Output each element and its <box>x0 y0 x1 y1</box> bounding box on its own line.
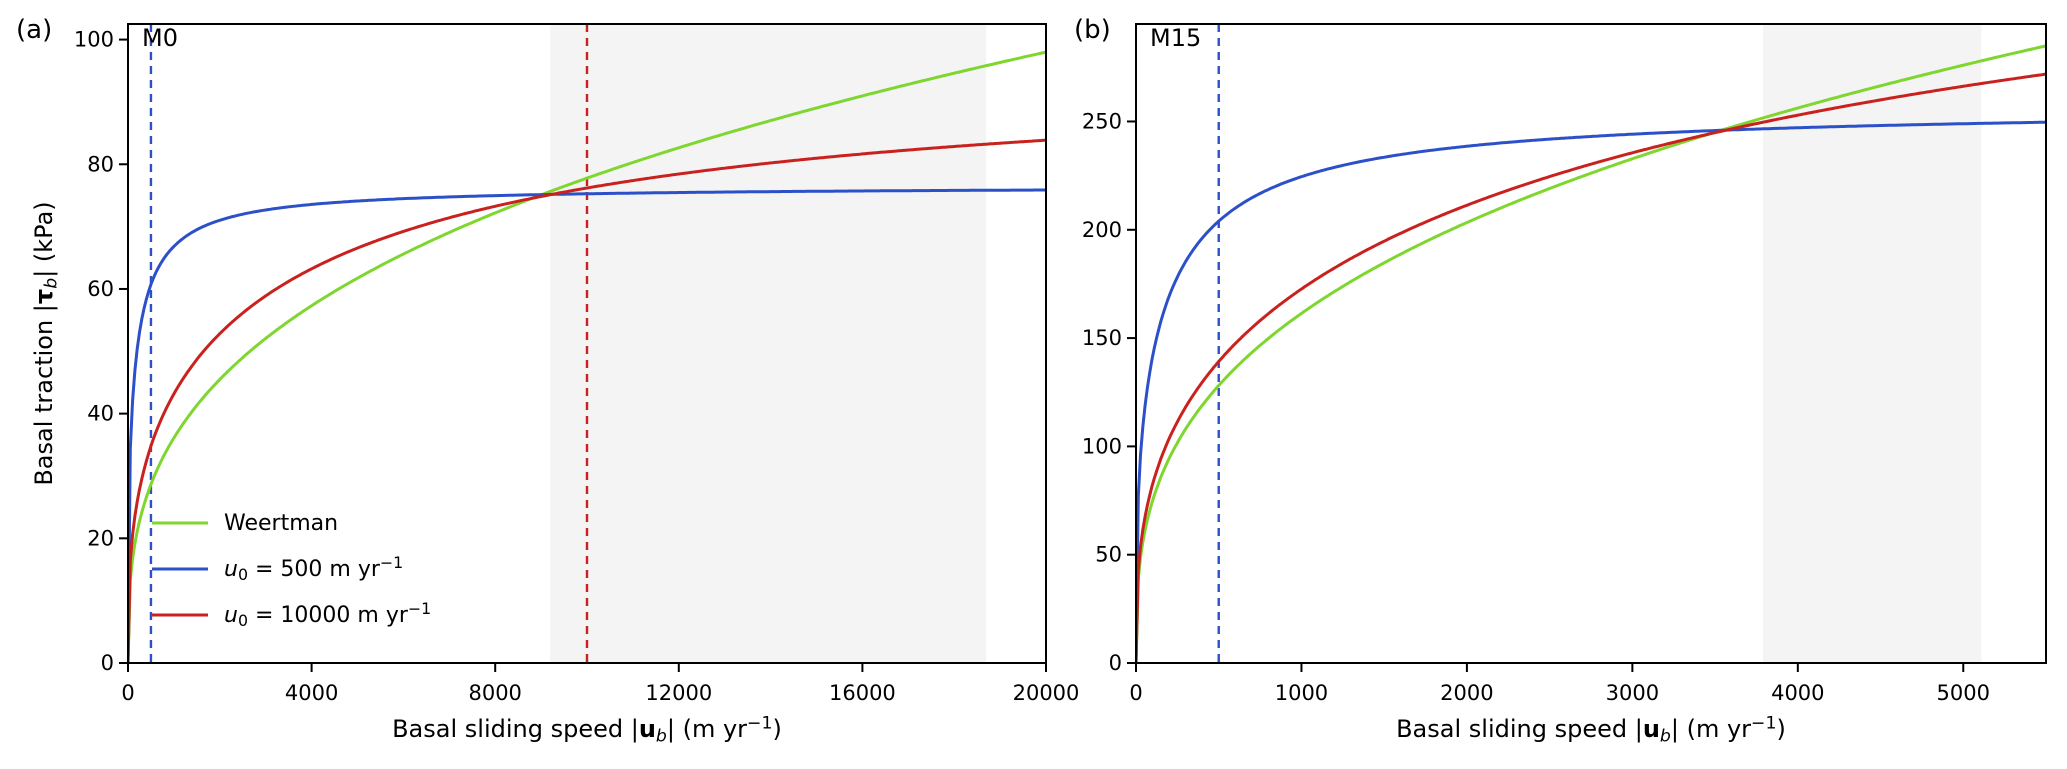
x-tick-label: 0 <box>121 681 134 705</box>
legend: Weertman u0 = 500 m yr−1 u0 = 10000 m yr−1 <box>152 511 431 630</box>
shaded-region <box>1763 24 1982 663</box>
x-tick-label: 20000 <box>1013 681 1080 705</box>
y-tick-label: 100 <box>74 28 114 52</box>
series-group <box>1136 44 2046 663</box>
panel-tag: M0 <box>142 24 178 52</box>
panel-b: 0 1000 2000 3000 4000 5000 0 50 100 150 200 250 Basa… <box>1074 15 2047 746</box>
x-tick-label: 5000 <box>1937 681 1990 705</box>
x-tick-label: 4000 <box>1771 681 1824 705</box>
series-u0-500 <box>128 188 1046 663</box>
panel-a: 0 4000 8000 12000 16000 20000 0 20 40 60 80 100 Basa… <box>16 15 1079 746</box>
y-tick-label: 0 <box>101 651 114 675</box>
y-tick-label: 250 <box>1082 109 1122 133</box>
series-weertman <box>1136 44 2046 663</box>
series-weertman <box>128 50 1046 663</box>
legend-label: Weertman <box>224 511 338 536</box>
y-tick-label: 100 <box>1082 434 1122 458</box>
y-tick-label: 80 <box>87 152 114 176</box>
x-tick-label: 2000 <box>1440 681 1493 705</box>
x-tick-label: 0 <box>1129 681 1142 705</box>
y-axis-label: Basal traction |τb| (kPa) <box>30 201 61 485</box>
x-tick-label: 4000 <box>285 681 338 705</box>
y-tick-label: 200 <box>1082 218 1122 242</box>
axes-frame <box>1135 23 2047 664</box>
series-u0-500 <box>1136 120 2046 663</box>
x-tick-label: 3000 <box>1606 681 1659 705</box>
panel-letter: (b) <box>1074 15 1111 45</box>
panel-letter: (a) <box>16 15 52 45</box>
series-u0-10000 <box>128 138 1046 663</box>
x-axis-label: Basal sliding speed |ub| (m yr−1) <box>392 713 782 746</box>
axes-frame <box>127 23 1047 664</box>
y-tick-label: 60 <box>87 277 114 301</box>
y-tick-label: 40 <box>87 402 114 426</box>
series-u0-10000 <box>1136 72 2046 663</box>
x-tick-label: 12000 <box>645 681 712 705</box>
x-axis-label: Basal sliding speed |ub| (m yr−1) <box>1396 713 1786 746</box>
x-tick-label: 1000 <box>1275 681 1328 705</box>
series-group <box>128 50 1046 663</box>
x-tick-label: 8000 <box>468 681 521 705</box>
y-tick-label: 0 <box>1109 651 1122 675</box>
legend-label: u0 = 500 m yr−1 <box>224 553 403 584</box>
y-tick-label: 150 <box>1082 326 1122 350</box>
panel-tag: M15 <box>1150 24 1201 52</box>
y-tick-label: 50 <box>1095 543 1122 567</box>
x-tick-label: 16000 <box>829 681 896 705</box>
legend-label: u0 = 10000 m yr−1 <box>224 599 431 630</box>
y-tick-label: 20 <box>87 526 114 550</box>
shaded-region <box>550 24 987 663</box>
